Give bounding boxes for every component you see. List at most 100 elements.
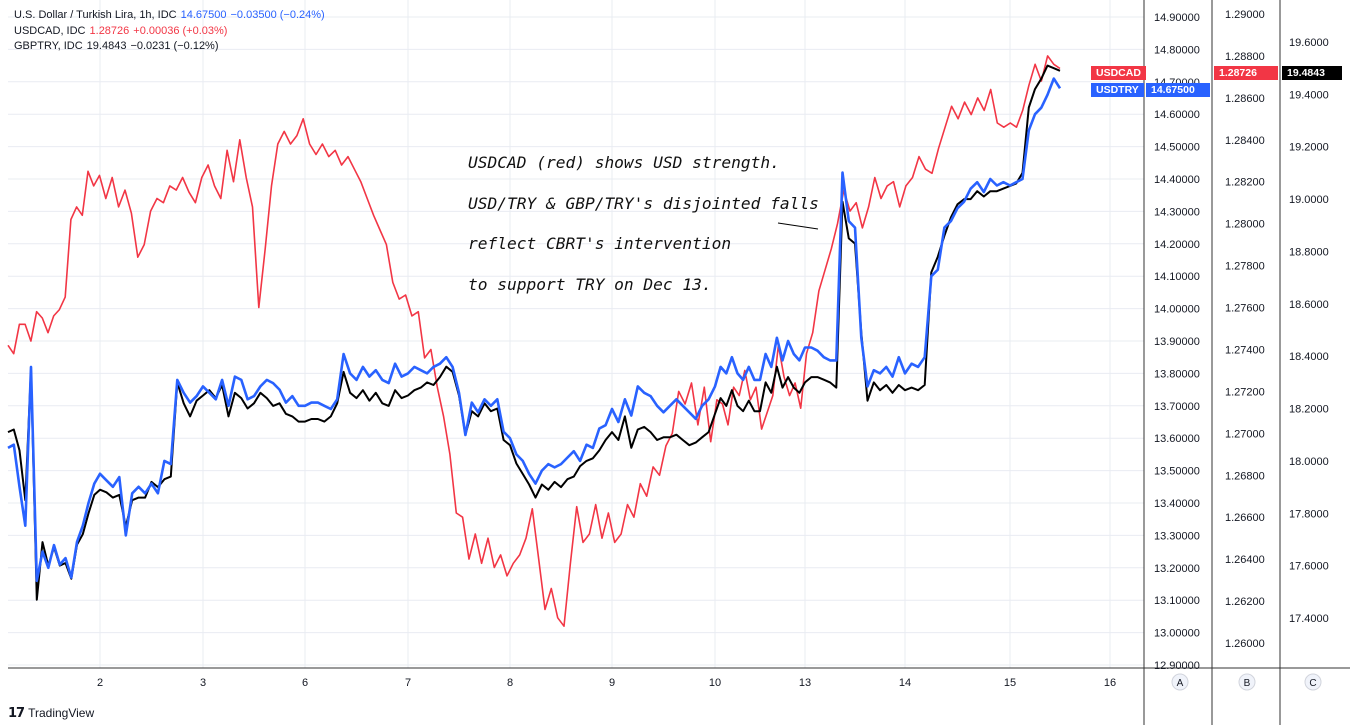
axis-b-tick-label: 1.28800 <box>1225 51 1265 63</box>
axis-a-tick-label: 13.70000 <box>1154 401 1200 413</box>
axis-c-tick-label: 17.4000 <box>1289 613 1329 625</box>
usdtry-series-tag: USDTRY <box>1091 83 1144 97</box>
axis-c-tick-label: 19.0000 <box>1289 194 1329 206</box>
axis-a-tick-label: 13.40000 <box>1154 498 1200 510</box>
x-axis-ticks: 2 3 6 7 8 9 10 13 14 15 16 <box>97 677 1116 689</box>
x-tick-label: 14 <box>899 677 911 689</box>
usdcad-series-tag: USDCAD <box>1091 66 1146 80</box>
axis-a-tick-label: 13.20000 <box>1154 563 1200 575</box>
x-tick-label: 8 <box>507 677 513 689</box>
price-axis-a: 14.9000014.8000014.7000014.6000014.50000… <box>1154 12 1200 672</box>
chart-annotation: USDCAD (red) shows USD strength. USD/TRY… <box>468 143 819 305</box>
axis-a-tick-label: 14.80000 <box>1154 44 1200 56</box>
axis-a-tick-label: 13.00000 <box>1154 628 1200 640</box>
axis-a-tick-label: 14.40000 <box>1154 174 1200 186</box>
x-tick-label: 13 <box>799 677 811 689</box>
axis-c-tick-label: 17.8000 <box>1289 508 1329 520</box>
axis-b-tick-label: 1.28400 <box>1225 135 1265 147</box>
legend-row-usdcad: USDCAD, IDC 1.28726 +0.00036 (+0.03%) <box>14 24 329 40</box>
annotation-line: USD/TRY & GBP/TRY's disjointed falls <box>468 193 819 213</box>
brand-label: TradingView <box>28 706 95 720</box>
axis-b-tick-label: 1.26600 <box>1225 512 1265 524</box>
axis-c-tick-label: 18.2000 <box>1289 404 1329 416</box>
axis-c-tick-label: 19.2000 <box>1289 142 1329 154</box>
legend-change: −0.0231 (−0.12%) <box>130 40 219 52</box>
legend-name: GBPTRY, IDC <box>14 40 83 52</box>
axis-b-tick-label: 1.27200 <box>1225 386 1265 398</box>
axis-letters: A B C <box>1171 673 1322 691</box>
axis-a-tick-label: 14.20000 <box>1154 239 1200 251</box>
annotation-pointer <box>777 222 819 230</box>
legend-value: 1.28726 <box>89 24 130 37</box>
annotation-line: to support TRY on Dec 13. <box>468 274 712 294</box>
x-tick-label: 3 <box>200 677 206 689</box>
legend-value: 19.4843 <box>86 40 127 52</box>
axis-a-tick-label: 13.90000 <box>1154 336 1200 348</box>
axis-c-tick-label: 17.6000 <box>1289 561 1329 573</box>
axis-letter-a: A <box>1177 678 1184 689</box>
axis-a-tick-label: 14.60000 <box>1154 109 1200 121</box>
tradingview-logo-icon: 𝟭𝟳 <box>8 705 25 720</box>
price-axis-b: 1.29000 1.28800 1.28600 1.28400 1.28200 1.280… <box>1225 9 1265 650</box>
axis-a-tick-label: 12.90000 <box>1154 660 1200 672</box>
axis-b-tick-label: 1.26400 <box>1225 554 1265 566</box>
axis-b-tick-label: 1.28000 <box>1225 219 1265 231</box>
axis-b-tick-label: 1.29000 <box>1225 9 1265 21</box>
axis-letter-b: B <box>1244 678 1251 689</box>
axis-a-tick-label: 14.10000 <box>1154 271 1200 283</box>
chart-grid <box>8 0 1144 668</box>
legend: U.S. Dollar / Turkish Lira, 1h, IDC 14.67… <box>14 8 329 55</box>
axis-a-tick-label: 14.50000 <box>1154 142 1200 154</box>
axis-b-tick-label: 1.26200 <box>1225 596 1265 608</box>
axis-a-tick-label: 13.30000 <box>1154 530 1200 542</box>
axis-a-tick-label: 14.90000 <box>1154 12 1200 24</box>
axis-b-tick-label: 1.26000 <box>1225 638 1265 650</box>
legend-name: U.S. Dollar / Turkish Lira, 1h, IDC <box>14 9 177 21</box>
series-line-usdtry <box>7 77 1062 583</box>
gbptry-price-tag: 19.4843 <box>1282 66 1342 80</box>
legend-value: 14.67500 <box>180 9 227 21</box>
x-tick-label: 10 <box>709 677 721 689</box>
axis-b-tick-label: 1.27600 <box>1225 303 1265 315</box>
legend-change: −0.03500 (−0.24%) <box>230 9 325 21</box>
axis-c-tick-label: 19.6000 <box>1289 37 1329 49</box>
axis-letter-badge <box>1171 673 1189 691</box>
axis-b-tick-label: 1.26800 <box>1225 470 1265 482</box>
axis-c-tick-label: 18.4000 <box>1289 351 1329 363</box>
axis-letter-badge <box>1304 673 1322 691</box>
axis-b-tick-label: 1.28600 <box>1225 93 1265 105</box>
series-line-usdcad <box>7 55 1061 628</box>
annotation-line: reflect CBRT's intervention <box>468 234 732 253</box>
axis-a-tick-label: 13.60000 <box>1154 433 1200 445</box>
usdtry-price-tag: 14.67500 <box>1146 83 1210 97</box>
legend-row-usdtry: U.S. Dollar / Turkish Lira, 1h, IDC 14.67… <box>14 8 329 24</box>
axis-a-tick-label: 14.30000 <box>1154 206 1200 218</box>
axis-b-tick-label: 1.28200 <box>1225 177 1265 189</box>
x-tick-label: 9 <box>609 677 615 689</box>
axis-letter-c: C <box>1309 678 1316 689</box>
tradingview-brand[interactable]: 𝟭𝟳 TradingView <box>8 705 94 721</box>
axis-c-tick-label: 18.8000 <box>1289 246 1329 258</box>
axis-c-tick-label: 18.6000 <box>1289 299 1329 311</box>
axis-c-tick-label: 19.4000 <box>1289 89 1329 101</box>
axis-a-tick-label: 13.50000 <box>1154 466 1200 478</box>
axis-letter-badge <box>1238 673 1256 691</box>
legend-name: USDCAD, IDC <box>14 24 86 37</box>
legend-row-gbptry: GBPTRY, IDC 19.4843 −0.0231 (−0.12%) <box>14 39 329 55</box>
axis-c-tick-label: 18.0000 <box>1289 456 1329 468</box>
annotation-line: USDCAD (red) shows USD strength. <box>468 153 780 172</box>
axis-b-tick-label: 1.27800 <box>1225 261 1265 273</box>
axis-b-tick-label: 1.27000 <box>1225 428 1265 440</box>
axis-a-tick-label: 13.80000 <box>1154 368 1200 380</box>
axis-b-tick-label: 1.27400 <box>1225 344 1265 356</box>
axis-a-tick-label: 14.00000 <box>1154 304 1200 316</box>
usdcad-price-tag: 1.28726 <box>1214 66 1278 80</box>
legend-change: +0.00036 (+0.03%) <box>133 24 228 37</box>
axis-a-tick-label: 13.10000 <box>1154 595 1200 607</box>
x-tick-label: 6 <box>302 677 308 689</box>
x-tick-label: 7 <box>405 677 411 689</box>
x-tick-label: 2 <box>97 677 103 689</box>
price-axis-c: 19.6000 19.4000 19.2000 19.0000 18.8000 18.60… <box>1289 37 1329 625</box>
x-tick-label: 16 <box>1104 677 1116 689</box>
